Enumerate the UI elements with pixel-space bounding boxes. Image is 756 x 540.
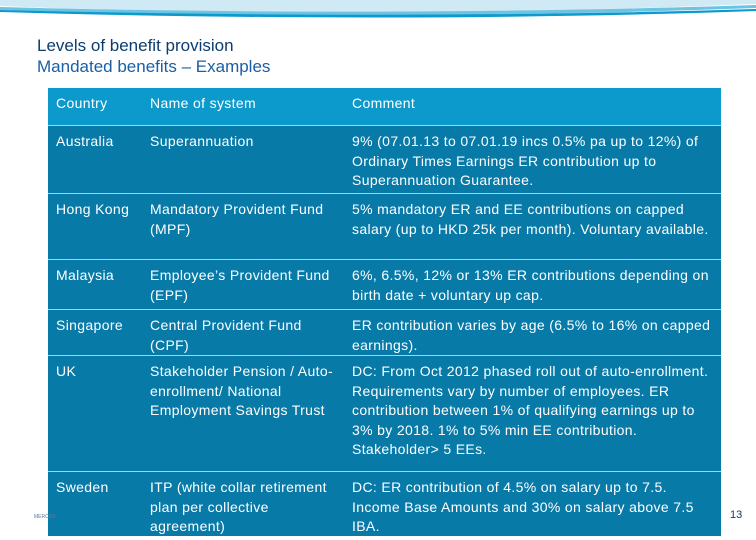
country-cell: Singapore (56, 317, 123, 333)
slide-title: Levels of benefit provision (37, 36, 234, 55)
slide-subtitle: Mandated benefits – Examples (37, 57, 271, 76)
table-row: Australia Superannuation 9% (07.01.13 to… (48, 125, 721, 193)
comment-cell: DC: From Oct 2012 phased roll out of aut… (352, 363, 709, 457)
table-row: Singapore Central Provident Fund (CPF) E… (48, 309, 721, 355)
comment-cell: DC: ER contribution of 4.5% on salary up… (352, 479, 694, 534)
header-system: Name of system (150, 95, 257, 111)
system-cell: Stakeholder Pension / Auto-enrollment/ N… (150, 363, 334, 418)
comment-cell: ER contribution varies by age (6.5% to 1… (352, 317, 711, 353)
table-header-row: Country Name of system Comment (48, 88, 721, 125)
header-comment: Comment (352, 95, 416, 111)
table-row: UK Stakeholder Pension / Auto-enrollment… (48, 355, 721, 471)
slide-title-block: Levels of benefit provision Mandated ben… (37, 35, 270, 77)
country-cell: Sweden (56, 479, 109, 495)
country-cell: Malaysia (56, 267, 115, 283)
table-row: Hong Kong Mandatory Provident Fund (MPF)… (48, 193, 721, 259)
decorative-top-band (0, 0, 756, 20)
comment-cell: 6%, 6.5%, 12% or 13% ER contributions de… (352, 267, 709, 303)
system-cell: ITP (white collar retirement plan per co… (150, 479, 327, 534)
system-cell: Central Provident Fund (CPF) (150, 317, 302, 353)
page-number: 13 (730, 509, 743, 521)
system-cell: Superannuation (150, 133, 254, 149)
table-row: Sweden ITP (white collar retirement plan… (48, 471, 721, 536)
comment-cell: 9% (07.01.13 to 07.01.19 incs 0.5% pa up… (352, 133, 699, 188)
footer-logo-mark: MERCER (34, 514, 56, 520)
country-cell: Hong Kong (56, 201, 130, 217)
benefits-table: Country Name of system Comment Australia… (48, 88, 721, 536)
country-cell: Australia (56, 133, 114, 149)
system-cell: Employee’s Provident Fund (EPF) (150, 267, 330, 303)
system-cell: Mandatory Provident Fund (MPF) (150, 201, 324, 237)
table-row: Malaysia Employee’s Provident Fund (EPF)… (48, 259, 721, 309)
country-cell: UK (56, 363, 77, 379)
header-country: Country (56, 95, 108, 111)
comment-cell: 5% mandatory ER and EE contributions on … (352, 201, 709, 237)
